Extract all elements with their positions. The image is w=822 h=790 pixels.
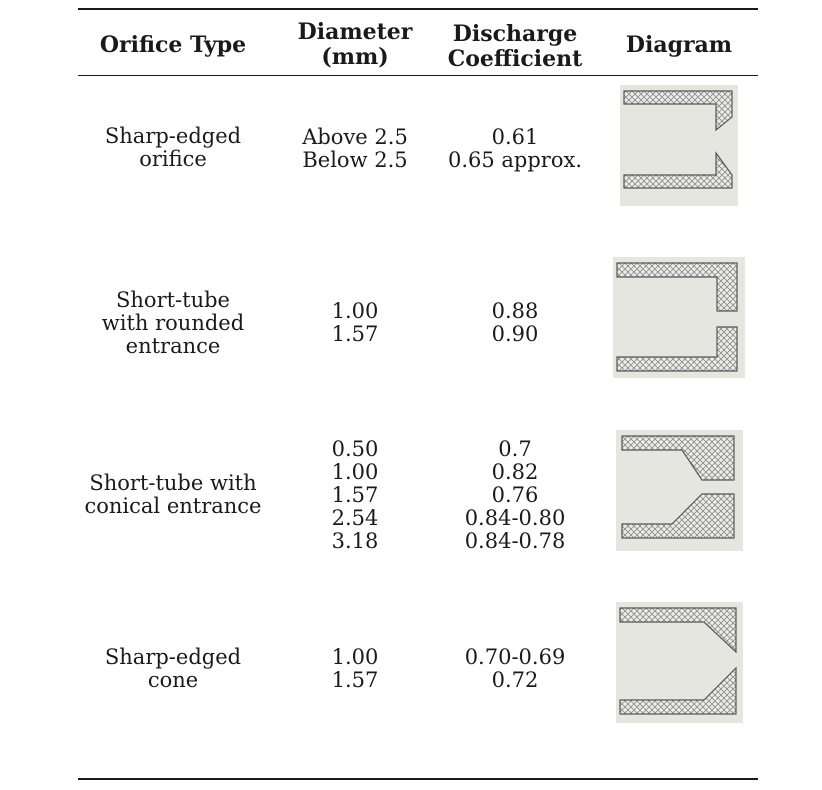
short-tube-rounded-entrance-diagram-icon bbox=[613, 257, 745, 378]
header-orifice-type: Orifice Type bbox=[99, 32, 247, 58]
table-row-1-type: Sharp-edged orifice bbox=[104, 124, 242, 171]
sharp-edged-orifice-diagram-icon bbox=[620, 85, 738, 206]
header-discharge-coefficient: Discharge Coefficient bbox=[447, 21, 583, 72]
table-bottom-rule bbox=[78, 778, 758, 780]
short-tube-conical-entrance-diagram-icon bbox=[616, 430, 743, 551]
table-row-1-coefficient: 0.61 0.65 approx. bbox=[447, 125, 583, 172]
table-row-3-coefficient: 0.7 0.82 0.76 0.84-0.80 0.84-0.78 bbox=[464, 437, 566, 553]
table-row-2-type: Short-tube with rounded entrance bbox=[101, 288, 245, 358]
header-rule bbox=[78, 75, 758, 76]
table-row-3-diameter: 0.50 1.00 1.57 2.54 3.18 bbox=[331, 437, 379, 553]
table-row-1-diameter: Above 2.5 Below 2.5 bbox=[302, 125, 408, 172]
table-row-3-type: Short-tube with conical entrance bbox=[84, 471, 262, 518]
header-diagram: Diagram bbox=[625, 32, 733, 58]
table-row-2-coefficient: 0.88 0.90 bbox=[491, 299, 539, 346]
table-row-4-coefficient: 0.70-0.69 0.72 bbox=[464, 645, 566, 692]
table-top-rule bbox=[78, 8, 758, 10]
table-row-4-diameter: 1.00 1.57 bbox=[331, 645, 379, 692]
table-row-2-diameter: 1.00 1.57 bbox=[331, 299, 379, 346]
header-diameter: Diameter (mm) bbox=[297, 19, 413, 70]
sharp-edged-cone-diagram-icon bbox=[616, 602, 743, 723]
table-row-4-type: Sharp-edged cone bbox=[104, 645, 242, 692]
